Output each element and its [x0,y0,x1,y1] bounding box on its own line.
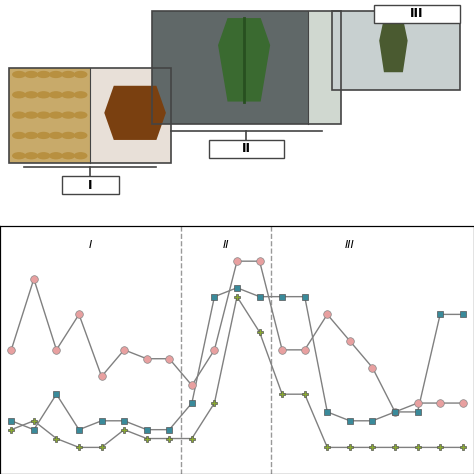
Bar [374,5,460,23]
Circle shape [37,72,50,77]
Circle shape [62,72,74,77]
Circle shape [25,133,37,138]
Bar [152,11,341,124]
Circle shape [37,112,50,118]
Polygon shape [379,18,408,72]
Circle shape [25,112,37,118]
Circle shape [13,133,25,138]
Bar [332,11,460,90]
Text: III: III [410,7,424,20]
Circle shape [50,112,62,118]
Text: II: II [222,240,229,250]
Circle shape [74,153,87,159]
Circle shape [50,133,62,138]
Bar [308,11,341,124]
Circle shape [25,153,37,159]
Bar [90,68,171,163]
Bar [62,176,118,194]
Bar [332,11,460,90]
Circle shape [25,72,37,77]
Bar [209,140,284,158]
Polygon shape [104,86,166,140]
Circle shape [74,72,87,77]
Circle shape [25,92,37,98]
Circle shape [62,92,74,98]
Bar [9,68,171,163]
Circle shape [13,153,25,159]
Circle shape [13,92,25,98]
Circle shape [37,92,50,98]
Circle shape [37,153,50,159]
Circle shape [62,112,74,118]
Bar [152,11,341,124]
Circle shape [37,133,50,138]
Circle shape [74,92,87,98]
Circle shape [50,153,62,159]
Circle shape [74,112,87,118]
Circle shape [13,112,25,118]
Text: III: III [345,240,355,250]
Circle shape [62,153,74,159]
Circle shape [50,92,62,98]
Circle shape [13,72,25,77]
Circle shape [50,72,62,77]
Polygon shape [218,18,270,101]
Text: I: I [89,240,92,250]
Text: II: II [242,143,251,155]
Circle shape [74,133,87,138]
Circle shape [62,133,74,138]
Bar [9,68,90,163]
Text: I: I [88,179,92,191]
